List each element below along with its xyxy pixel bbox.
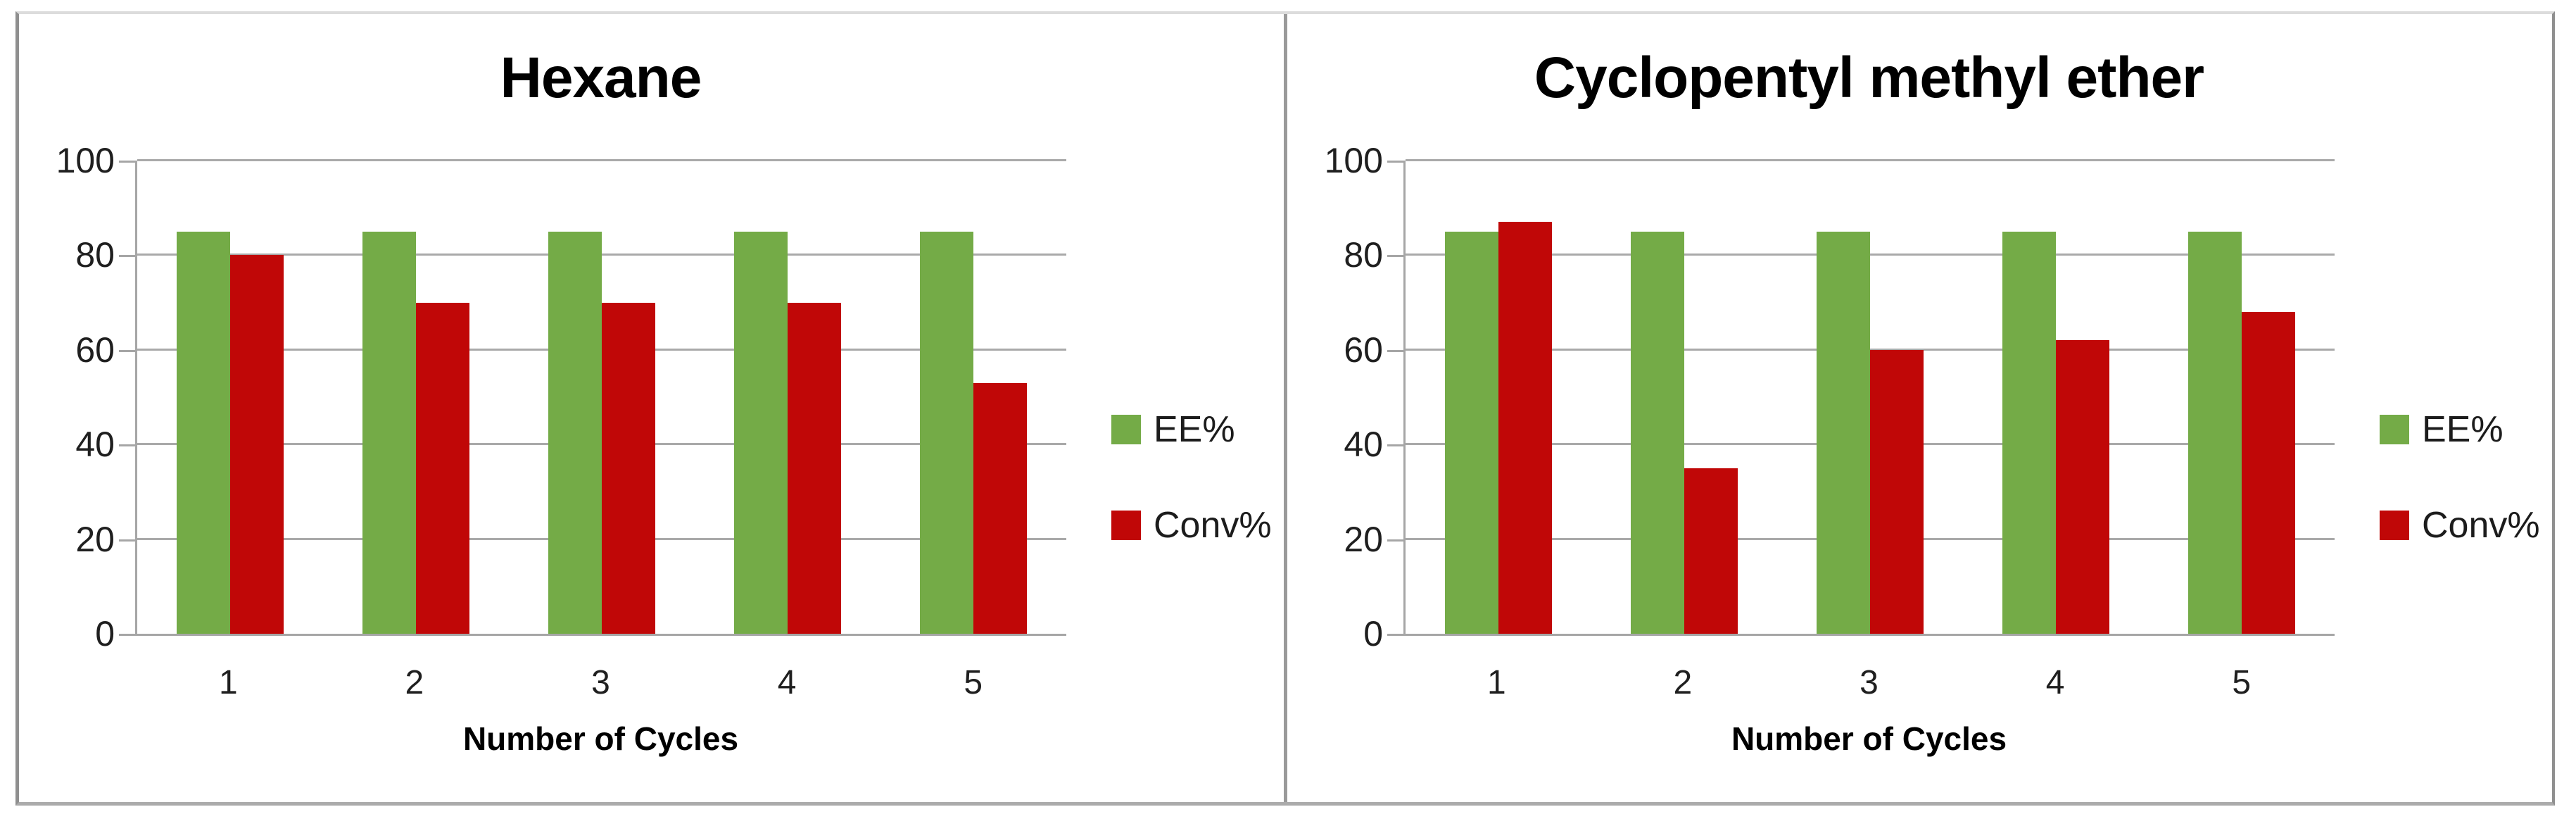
gridline — [1406, 254, 2335, 256]
y-axis-tick-label: 20 — [75, 519, 115, 559]
chart-title: Cyclopentyl methyl ether — [1534, 46, 2204, 110]
x-axis-tick-labels: 1 2 3 4 5 — [135, 663, 1066, 702]
conv-bar — [973, 382, 1027, 634]
bar-group-cycle-3 — [1777, 161, 1963, 634]
legend-label: EE% — [1154, 409, 1235, 450]
ee-bar — [548, 231, 602, 634]
plot-area — [1403, 159, 2335, 636]
conv-bar — [2056, 340, 2109, 634]
bar-group-cycle-5 — [880, 161, 1066, 634]
y-axis-tick-label: 0 — [95, 614, 115, 653]
y-axis-tick-mark — [1387, 161, 1403, 163]
legend-item-ee: EE% — [2380, 408, 2540, 451]
y-axis-tick-label: 80 — [1344, 235, 1383, 275]
x-axis-tick-label: 4 — [777, 664, 797, 701]
gridline — [137, 159, 1066, 161]
x-axis-tick-label: 5 — [2232, 664, 2252, 701]
y-axis-tick-mark — [1387, 444, 1403, 447]
y-axis-tick-mark — [119, 255, 135, 258]
bar-group-cycle-3 — [509, 161, 695, 634]
x-axis-tick-labels: 1 2 3 4 5 — [1403, 663, 2335, 702]
ee-bar — [1817, 231, 1870, 634]
legend-label: EE% — [2422, 409, 2504, 450]
conv-bar — [602, 302, 655, 634]
conv-bar — [1498, 222, 1552, 634]
ee-bar — [1631, 231, 1684, 634]
legend-item-conv: Conv% — [1111, 504, 1272, 546]
bar-group-cycle-1 — [1406, 161, 1591, 634]
x-axis-tick-label: 3 — [1860, 664, 1879, 701]
legend-item-conv: Conv% — [2380, 504, 2540, 546]
gridline — [137, 254, 1066, 256]
y-axis-tick-label: 60 — [75, 330, 115, 370]
y-axis-tick-label: 60 — [1344, 330, 1383, 370]
legend: EE% Conv% — [1111, 408, 1272, 546]
chart-panel-cpme: Cyclopentyl methyl ether 1 2 3 4 5 Number of… — [1287, 14, 2552, 802]
y-axis-tick-label: 20 — [1344, 519, 1383, 559]
ee-bar — [2002, 231, 2056, 634]
plot-area — [135, 159, 1066, 636]
conv-series-swatch-icon — [2380, 511, 2409, 540]
legend-label: Conv% — [2422, 505, 2540, 546]
y-axis-tick-label: 100 — [56, 141, 115, 180]
ee-bar — [2188, 231, 2242, 634]
y-axis-tick-mark — [119, 444, 135, 447]
x-axis-tick-label: 2 — [405, 664, 424, 701]
legend: EE% Conv% — [2380, 408, 2540, 546]
ee-bar — [920, 231, 973, 634]
y-axis-tick-label: 40 — [1344, 425, 1383, 465]
x-axis-tick-label: 4 — [2045, 664, 2065, 701]
x-axis-tick-label: 1 — [218, 664, 238, 701]
y-axis-tick-mark — [1387, 255, 1403, 258]
conv-bar — [230, 255, 284, 634]
chart-title: Hexane — [500, 46, 702, 110]
x-axis-title: Number of Cycles — [462, 720, 739, 757]
ee-series-swatch-icon — [2380, 415, 2409, 444]
gridline — [1406, 348, 2335, 351]
y-axis-tick-mark — [1387, 539, 1403, 542]
gridline — [1406, 159, 2335, 161]
ee-bar — [177, 231, 230, 634]
y-axis-tick-label: 40 — [75, 425, 115, 465]
y-axis-tick-label: 0 — [1363, 614, 1383, 653]
y-axis-tick-mark — [119, 349, 135, 352]
bars-container — [137, 161, 1066, 634]
bar-group-cycle-5 — [2149, 161, 2335, 634]
legend-label: Conv% — [1154, 505, 1272, 546]
bar-group-cycle-1 — [137, 161, 323, 634]
y-axis-tick-label: 100 — [1324, 141, 1383, 180]
y-axis-tick-mark — [1387, 349, 1403, 352]
x-axis-title: Number of Cycles — [1731, 720, 2007, 757]
bar-group-cycle-2 — [1591, 161, 1777, 634]
bar-group-cycle-2 — [323, 161, 509, 634]
ee-bar — [734, 231, 788, 634]
y-axis-tick-mark — [119, 161, 135, 163]
x-axis-tick-label: 1 — [1486, 664, 1506, 701]
bars-container — [1406, 161, 2335, 634]
bar-group-cycle-4 — [1963, 161, 2149, 634]
conv-bar — [1684, 468, 1738, 634]
conv-bar — [1870, 349, 1924, 634]
conv-bar — [788, 302, 841, 634]
conv-bar — [2242, 312, 2295, 634]
x-axis-tick-label: 2 — [1673, 664, 1693, 701]
ee-bar — [362, 231, 416, 634]
x-axis-tick-label: 3 — [591, 664, 610, 701]
bar-group-cycle-4 — [695, 161, 880, 634]
ee-bar — [1445, 231, 1498, 634]
conv-bar — [416, 302, 469, 634]
legend-item-ee: EE% — [1111, 408, 1272, 451]
y-axis-tick-mark — [119, 634, 135, 636]
y-axis-tick-mark — [119, 539, 135, 542]
x-axis-tick-label: 5 — [964, 664, 983, 701]
y-axis-tick-label: 80 — [75, 235, 115, 275]
conv-series-swatch-icon — [1111, 511, 1141, 540]
ee-series-swatch-icon — [1111, 415, 1141, 444]
y-axis-tick-mark — [1387, 634, 1403, 636]
